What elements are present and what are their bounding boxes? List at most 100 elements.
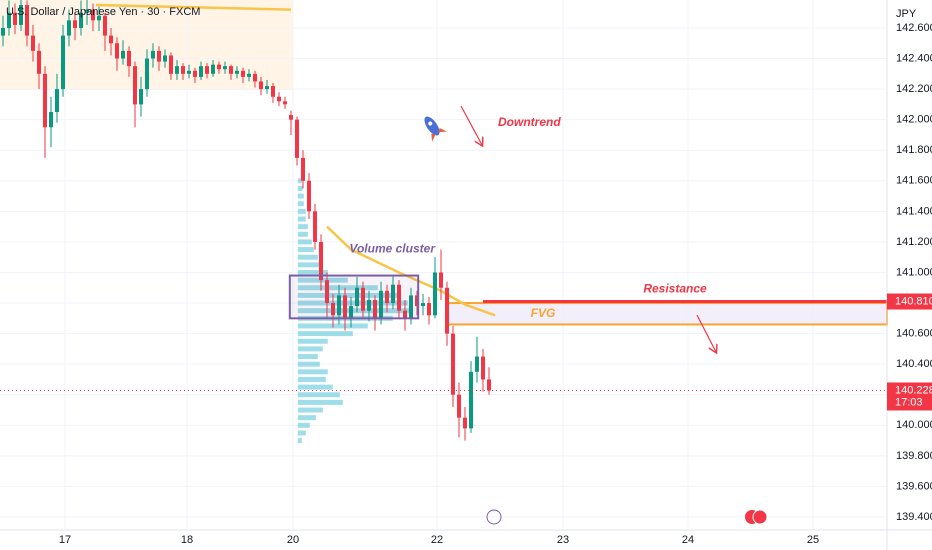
candle-body (445, 287, 450, 334)
candle-body (289, 115, 294, 120)
candle-body (481, 356, 486, 380)
candle-body (331, 303, 336, 316)
x-tick-label: 20 (287, 534, 299, 546)
candle-body (361, 287, 366, 311)
y-tick-label: 141.600 (896, 175, 932, 187)
candle-body (19, 5, 24, 25)
volume-profile-bar (297, 254, 318, 260)
event-flag (752, 509, 768, 525)
x-tick-label: 24 (682, 534, 694, 546)
candle-body (61, 35, 66, 90)
candle-body (427, 303, 432, 316)
candle-body (403, 310, 408, 319)
x-tick-label: 18 (181, 534, 193, 546)
candle-body (343, 295, 348, 319)
volume-profile-bar (297, 407, 323, 413)
volume-profile-bar (297, 346, 323, 352)
candle-body (421, 303, 426, 307)
countdown-label: 17:03 (895, 396, 923, 408)
y-tick-label: 141.000 (896, 266, 932, 278)
candle-body (139, 89, 144, 105)
candle-body (85, 9, 90, 13)
volume-profile-bar (297, 361, 320, 367)
volume-profile-bar (297, 292, 398, 298)
candle-body (271, 86, 276, 97)
candle-body (175, 66, 180, 74)
candle-body (463, 417, 468, 429)
chart-title: U.S. Dollar / Japanese Yen · 30 · FXCM (6, 6, 200, 18)
fvg-zone (446, 302, 888, 326)
volume-profile-bar (297, 269, 328, 275)
volume-profile-bar (297, 201, 304, 207)
candle-body (487, 379, 492, 391)
candle-body (355, 287, 360, 307)
y-tick-label: 142.400 (896, 52, 932, 64)
candle-body (229, 66, 234, 74)
candle-body (25, 5, 30, 36)
resistance-label: Resistance (643, 282, 707, 296)
y-tick-label: 141.400 (896, 205, 932, 217)
y-tick-label: 141.200 (896, 236, 932, 248)
volume-profile-bar (297, 224, 308, 230)
candle-body (313, 211, 318, 242)
candle-body (457, 394, 462, 418)
candle-body (163, 55, 168, 62)
vwap-line (95, 3, 496, 317)
candle-body (241, 70, 246, 77)
y-tick-label: 141.800 (896, 144, 932, 156)
candle-body (367, 299, 372, 311)
candle-body (337, 295, 342, 316)
candle-body (433, 272, 438, 316)
volume-profile-bar (297, 216, 306, 222)
candle-body (217, 64, 222, 70)
volume-profile-bar (297, 338, 328, 344)
candle-body (259, 81, 264, 90)
candle-body (1, 27, 6, 36)
price-tag-label: 140.810 (895, 295, 932, 307)
volume-profile-bar (297, 415, 316, 421)
candle-body (13, 12, 18, 25)
y-tick-label: 142.000 (896, 114, 932, 126)
y-tick-label: 140.000 (896, 419, 932, 431)
candle-body (73, 20, 78, 28)
candle-body (277, 96, 282, 102)
annotation: Downtrend (498, 115, 561, 129)
candle-body (415, 295, 420, 307)
candle-body (409, 295, 414, 319)
candle-body (55, 89, 60, 113)
y-tick-label: 139.800 (896, 450, 932, 462)
volume-profile-bar (297, 308, 413, 314)
plot: FVG Resistance Volume cluster Downtrend (0, 0, 888, 530)
candle-body (439, 272, 444, 288)
candle-body (115, 43, 120, 59)
volume-profile-bar (297, 285, 378, 291)
volume-cluster-box (288, 274, 420, 320)
candle-body (211, 64, 216, 74)
candle-body (193, 70, 198, 77)
downtrend-arrow (460, 105, 482, 145)
resistance-arrow (696, 314, 716, 352)
candle-body (199, 66, 204, 77)
candle-body (391, 284, 396, 304)
candle-body (385, 290, 390, 304)
y-tick-label: 140.600 (896, 328, 932, 340)
candle-body (109, 35, 114, 44)
y-tick-label: 142.600 (896, 22, 932, 34)
candle-body (79, 12, 84, 28)
volume-cluster-label: Volume cluster (349, 242, 436, 256)
candle-body (373, 299, 378, 319)
x-tick-label: 17 (59, 534, 71, 546)
candle-body (43, 73, 48, 128)
x-tick-label: 23 (557, 534, 569, 546)
candle-body (319, 241, 324, 281)
candle-body (49, 112, 54, 128)
candle-body (151, 50, 156, 59)
volume-profile-bar (297, 354, 318, 360)
rocket-icon (424, 116, 447, 142)
volume-profile-bar (297, 262, 322, 268)
y-tick-label: 139.400 (896, 511, 932, 523)
currency: JPY (896, 8, 917, 20)
volume-profile-bar (297, 331, 353, 337)
event-icon (486, 509, 502, 525)
